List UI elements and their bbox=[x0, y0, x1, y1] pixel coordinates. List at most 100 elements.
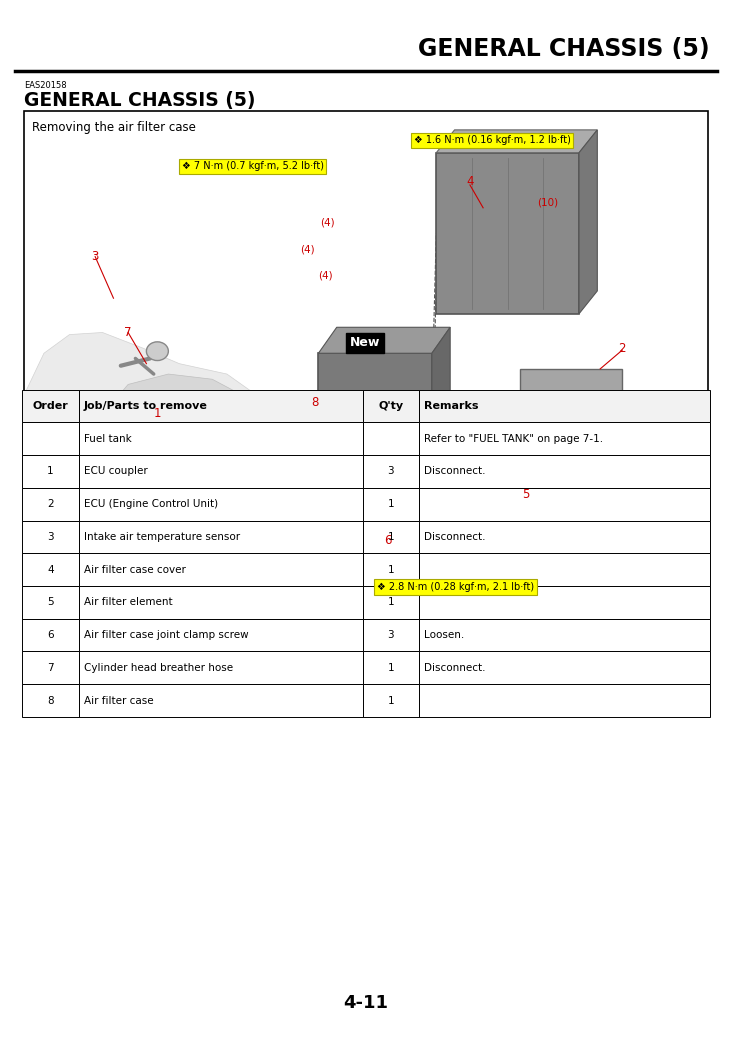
Bar bbox=[22, 553, 79, 586]
Text: Loosen.: Loosen. bbox=[424, 630, 464, 640]
Bar bbox=[79, 553, 363, 586]
Text: 4: 4 bbox=[466, 176, 474, 188]
Text: 1: 1 bbox=[387, 695, 395, 705]
Bar bbox=[79, 390, 363, 422]
Text: Refer to "FUEL TANK" on page 7-1.: Refer to "FUEL TANK" on page 7-1. bbox=[424, 433, 603, 444]
Text: (4): (4) bbox=[300, 244, 315, 255]
Text: Removing the air filter case: Removing the air filter case bbox=[32, 121, 196, 134]
Bar bbox=[22, 684, 79, 717]
Polygon shape bbox=[432, 327, 450, 504]
Bar bbox=[22, 651, 79, 684]
Polygon shape bbox=[468, 452, 611, 473]
Text: 3: 3 bbox=[387, 467, 395, 477]
Text: ❖ 2.8 N·m (0.28 kgf·m, 2.1 lb·ft): ❖ 2.8 N·m (0.28 kgf·m, 2.1 lb·ft) bbox=[377, 582, 534, 592]
Text: 8: 8 bbox=[311, 396, 318, 408]
Text: 1: 1 bbox=[387, 663, 395, 673]
Text: 4: 4 bbox=[47, 564, 54, 575]
Polygon shape bbox=[579, 130, 597, 314]
Polygon shape bbox=[111, 478, 242, 580]
Bar bbox=[468, 473, 597, 577]
Text: 1: 1 bbox=[387, 499, 395, 509]
Bar bbox=[22, 390, 79, 422]
Bar bbox=[419, 619, 710, 651]
Bar bbox=[79, 651, 363, 684]
Bar bbox=[363, 684, 419, 717]
Text: ❖ 7 N·m (0.7 kgf·m, 5.2 lb·ft): ❖ 7 N·m (0.7 kgf·m, 5.2 lb·ft) bbox=[182, 161, 324, 171]
Bar bbox=[419, 684, 710, 717]
Text: 7: 7 bbox=[47, 663, 54, 673]
Bar bbox=[79, 455, 363, 488]
Bar bbox=[363, 651, 419, 684]
Bar bbox=[363, 455, 419, 488]
Polygon shape bbox=[48, 499, 88, 582]
Text: ECU (Engine Control Unit): ECU (Engine Control Unit) bbox=[84, 499, 218, 509]
Polygon shape bbox=[24, 332, 322, 639]
Text: Disconnect.: Disconnect. bbox=[424, 467, 485, 477]
Text: 5: 5 bbox=[47, 597, 54, 608]
Polygon shape bbox=[121, 569, 278, 634]
Text: (4): (4) bbox=[321, 217, 335, 228]
Text: Cylinder head breather hose: Cylinder head breather hose bbox=[84, 663, 234, 673]
Text: 1: 1 bbox=[387, 597, 395, 608]
Polygon shape bbox=[106, 374, 249, 457]
Bar bbox=[363, 488, 419, 521]
Text: Intake air temperature sensor: Intake air temperature sensor bbox=[84, 532, 240, 542]
Text: Air filter case: Air filter case bbox=[84, 695, 154, 705]
Text: 6: 6 bbox=[384, 534, 392, 547]
Text: 2: 2 bbox=[619, 342, 626, 354]
Text: EAS20158: EAS20158 bbox=[24, 81, 67, 89]
Text: 3: 3 bbox=[47, 532, 54, 542]
Bar bbox=[419, 651, 710, 684]
Text: 3: 3 bbox=[92, 250, 99, 263]
Bar bbox=[419, 422, 710, 455]
Bar bbox=[363, 586, 419, 619]
Text: 6: 6 bbox=[47, 630, 54, 640]
Polygon shape bbox=[597, 452, 611, 577]
Text: Disconnect.: Disconnect. bbox=[424, 532, 485, 542]
Bar bbox=[79, 521, 363, 553]
Text: Fuel tank: Fuel tank bbox=[84, 433, 132, 444]
Text: 2: 2 bbox=[47, 499, 54, 509]
Text: Order: Order bbox=[33, 401, 68, 411]
Text: 5: 5 bbox=[522, 488, 529, 501]
Text: Disconnect.: Disconnect. bbox=[424, 663, 485, 673]
Text: Q'ty: Q'ty bbox=[378, 401, 403, 411]
Bar bbox=[318, 353, 432, 504]
Text: GENERAL CHASSIS (5): GENERAL CHASSIS (5) bbox=[419, 36, 710, 61]
Polygon shape bbox=[324, 506, 399, 530]
Text: Air filter case cover: Air filter case cover bbox=[84, 564, 186, 575]
Bar bbox=[22, 455, 79, 488]
Bar bbox=[22, 619, 79, 651]
Bar bbox=[419, 488, 710, 521]
Text: Remarks: Remarks bbox=[424, 401, 478, 411]
Polygon shape bbox=[436, 130, 597, 153]
Bar bbox=[363, 553, 419, 586]
Bar bbox=[419, 390, 710, 422]
Text: GENERAL CHASSIS (5): GENERAL CHASSIS (5) bbox=[24, 91, 255, 110]
Text: Air filter element: Air filter element bbox=[84, 597, 173, 608]
Text: (4): (4) bbox=[318, 270, 333, 281]
Bar bbox=[22, 422, 79, 455]
Ellipse shape bbox=[146, 342, 168, 361]
Bar bbox=[24, 111, 708, 646]
Bar bbox=[436, 153, 579, 314]
Text: 1: 1 bbox=[387, 532, 395, 542]
Text: ❖ 1.6 N·m (0.16 kgf·m, 1.2 lb·ft): ❖ 1.6 N·m (0.16 kgf·m, 1.2 lb·ft) bbox=[414, 135, 570, 145]
Ellipse shape bbox=[119, 594, 203, 652]
Bar bbox=[363, 619, 419, 651]
Bar bbox=[363, 390, 419, 422]
Text: New: New bbox=[350, 337, 380, 349]
Bar bbox=[79, 684, 363, 717]
Bar bbox=[79, 619, 363, 651]
Bar bbox=[79, 488, 363, 521]
Text: 1: 1 bbox=[154, 407, 161, 420]
Bar bbox=[363, 521, 419, 553]
Bar bbox=[22, 521, 79, 553]
Text: Air filter case joint clamp screw: Air filter case joint clamp screw bbox=[84, 630, 249, 640]
Bar bbox=[419, 455, 710, 488]
Text: (10): (10) bbox=[537, 197, 558, 208]
Text: 3: 3 bbox=[387, 630, 395, 640]
Bar bbox=[79, 422, 363, 455]
Text: 1: 1 bbox=[387, 564, 395, 575]
Bar bbox=[520, 369, 622, 473]
